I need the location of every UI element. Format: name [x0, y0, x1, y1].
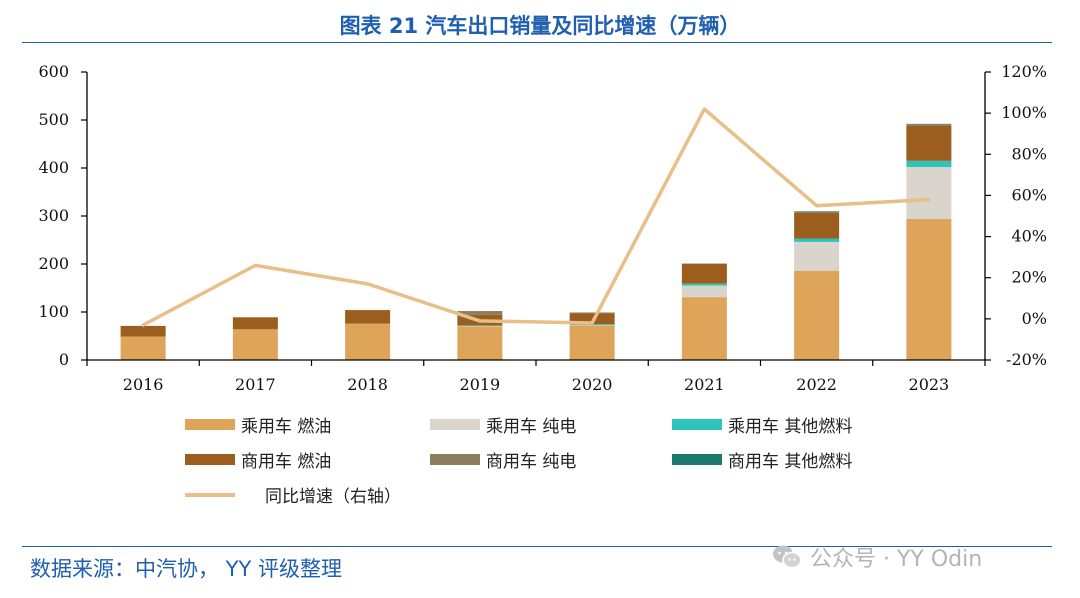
y2-tick-label: 120% — [1001, 62, 1047, 81]
y2-tick-label: 100% — [1001, 103, 1047, 122]
y-tick-label: 300 — [38, 206, 69, 225]
y-tick-label: 400 — [38, 158, 69, 177]
y2-tick-label: 60% — [1011, 185, 1047, 204]
bar-pv-fuel-2020 — [569, 325, 615, 360]
y-tick-label: 500 — [38, 110, 69, 129]
yoy-line-layer — [141, 107, 931, 327]
bar-pv-fuel-2022 — [794, 270, 840, 360]
bar-cv-bev-2022 — [794, 211, 840, 213]
legend-label-cv-other: 商用车 其他燃料 — [728, 452, 853, 472]
chart-title: 图表 21 汽车出口销量及同比增速（万辆） — [339, 14, 741, 38]
bar-pv-fuel-2018 — [345, 323, 391, 360]
axes-layer: 0 100 200 300 400 500 600 -20% 0% 20% 40% 60% 80% 100… — [38, 62, 1047, 394]
watermark-text: 公众号 · YY Odin — [810, 547, 983, 572]
bar-pv-other-2022 — [794, 238, 840, 242]
bar-pv-fuel-2023 — [906, 218, 952, 360]
legend-item-pv-bev: 乘用车 纯电 — [430, 412, 576, 437]
bar-pv-fuel-2021 — [681, 297, 727, 360]
watermark: 公众号 · YY Odin — [772, 541, 982, 573]
x-tick-label: 2017 — [235, 375, 276, 394]
legend-swatch-cv-bev — [430, 454, 480, 465]
y2-tick-label: 20% — [1011, 268, 1047, 287]
legend-item-pv-other: 乘用车 其他燃料 — [672, 412, 852, 437]
legend-item-cv-fuel: 商用车 燃油 — [185, 447, 331, 472]
footer-divider — [22, 546, 1052, 547]
legend-swatch-cv-other — [672, 454, 722, 465]
x-tick-label: 2023 — [909, 375, 950, 394]
y2-tick-label: -20% — [1006, 350, 1047, 369]
bar-pv-other-2023 — [906, 160, 952, 168]
legend-item-cv-other: 商用车 其他燃料 — [672, 447, 852, 472]
x-tick-label: 2020 — [572, 375, 613, 394]
legend-swatch-pv-other — [672, 419, 722, 430]
bar-cv-bev-2023 — [906, 124, 952, 126]
chart-area: 0 100 200 300 400 500 600 -20% 0% 20% 40% 60% 80% 100… — [38, 62, 1047, 394]
legend-label-pv-other: 乘用车 其他燃料 — [728, 417, 853, 437]
source-note: 数据来源：中汽协， YY 评级整理 — [30, 557, 343, 581]
legend-swatch-pv-fuel — [185, 419, 235, 430]
y2-tick-label: 0% — [1022, 309, 1047, 328]
legend-label-pv-bev: 乘用车 纯电 — [486, 417, 577, 437]
yoy-point-2023 — [927, 198, 931, 202]
bar-cv-fuel-2018 — [345, 310, 391, 324]
legend-label-yoy: 同比增速（右轴） — [265, 487, 401, 507]
bar-pv-fuel-2019 — [457, 326, 503, 360]
wechat-icon — [773, 545, 802, 569]
bar-cv-fuel-2021 — [681, 264, 727, 284]
bar-pv-fuel-2017 — [232, 329, 278, 360]
legend-label-cv-bev: 商用车 纯电 — [486, 452, 577, 472]
y-tick-label: 100 — [38, 302, 69, 321]
legend-swatch-pv-bev — [430, 419, 480, 430]
legend-label-cv-fuel: 商用车 燃油 — [241, 452, 332, 472]
bar-pv-bev-2022 — [794, 241, 840, 271]
x-tick-label: 2022 — [796, 375, 837, 394]
y-tick-label: 0 — [59, 350, 69, 369]
bar-cv-fuel-2022 — [794, 212, 840, 239]
yoy-point-2020 — [590, 321, 594, 325]
bar-cv-fuel-2016 — [120, 325, 166, 337]
bar-layer — [120, 123, 952, 360]
bar-cv-bev-2019 — [457, 311, 503, 315]
legend-swatch-cv-fuel — [185, 454, 235, 465]
legend-item-yoy: 同比增速（右轴） — [185, 482, 401, 507]
y-tick-label: 200 — [38, 254, 69, 273]
yoy-point-2022 — [815, 204, 819, 208]
y2-tick-label: 80% — [1011, 144, 1047, 163]
yoy-point-2016 — [141, 323, 145, 327]
yoy-growth-line — [141, 107, 931, 327]
bar-cv-fuel-2023 — [906, 125, 952, 161]
bar-cv-bev-2020 — [569, 312, 615, 314]
bar-pv-bev-2023 — [906, 167, 952, 219]
bar-pv-fuel-2016 — [120, 336, 166, 360]
bar-cv-fuel-2020 — [569, 313, 615, 324]
legend-line-yoy — [185, 492, 235, 497]
title-divider — [22, 42, 1052, 43]
y2-tick-label: 40% — [1011, 227, 1047, 246]
bar-cv-fuel-2017 — [232, 317, 278, 330]
x-tick-label: 2021 — [684, 375, 725, 394]
y-tick-label: 600 — [38, 62, 69, 81]
yoy-point-2021 — [702, 107, 706, 111]
yoy-point-2019 — [478, 319, 482, 323]
x-tick-label: 2016 — [123, 375, 164, 394]
yoy-point-2017 — [253, 263, 257, 267]
x-tick-label: 2019 — [460, 375, 501, 394]
bar-pv-other-2021 — [681, 283, 727, 286]
legend-item-pv-fuel: 乘用车 燃油 — [185, 412, 331, 437]
yoy-point-2018 — [366, 282, 370, 286]
x-tick-label: 2018 — [347, 375, 388, 394]
legend-label-pv-fuel: 乘用车 燃油 — [241, 417, 332, 437]
legend-item-cv-bev: 商用车 纯电 — [430, 447, 576, 472]
bar-pv-bev-2021 — [681, 285, 727, 298]
